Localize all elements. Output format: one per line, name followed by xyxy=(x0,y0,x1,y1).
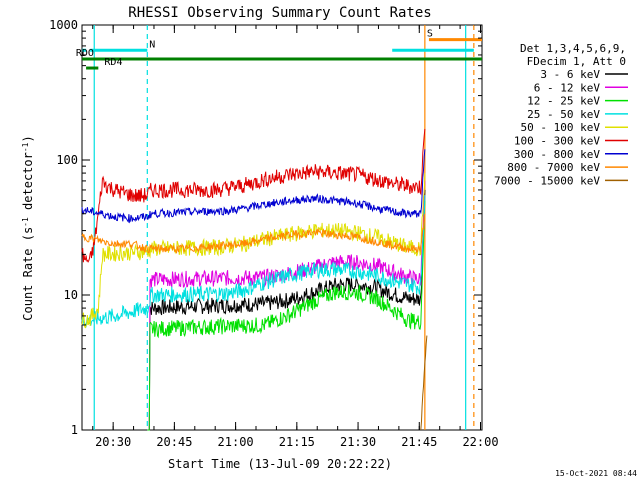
legend: Det 1,3,4,5,6,9,FDecim 1, Att 03 - 6 keV… xyxy=(494,42,628,187)
legend-label-4: 50 - 100 keV xyxy=(521,121,601,134)
y-tick-label: 1000 xyxy=(49,18,78,32)
x-tick-label: 21:30 xyxy=(340,435,376,449)
x-tick-label: 21:45 xyxy=(401,435,437,449)
plot-series: N S RDO RD4 xyxy=(76,25,482,431)
chart-title: RHESSI Observing Summary Count Rates xyxy=(128,5,431,21)
series-line-1 xyxy=(147,180,426,431)
legend-label-6: 300 - 800 keV xyxy=(514,148,600,161)
series-line-0 xyxy=(147,189,426,431)
legend-label-0: 3 - 6 keV xyxy=(540,68,600,81)
footer-timestamp: 15-Oct-2021 08:44 xyxy=(555,469,637,478)
legend-label-2: 12 - 25 keV xyxy=(527,95,600,108)
y-axis-label: Count Rate (s-1 detector-1) xyxy=(21,135,36,320)
x-tick-label: 20:45 xyxy=(156,435,192,449)
flag-label-saa: N xyxy=(149,39,155,50)
x-axis-label: Start Time (13-Jul-09 20:22:22) xyxy=(168,457,392,471)
legend-label-5: 100 - 300 keV xyxy=(514,135,600,148)
series-line-3 xyxy=(81,195,426,328)
y-tick-label: 10 xyxy=(64,288,78,302)
flag-label-rdo: RDO xyxy=(76,48,94,59)
y-tick-label: 100 xyxy=(56,153,78,167)
series-line-5 xyxy=(81,128,426,263)
axis-ticks: 1 10 100 1000 20:30 20:45 21:00 21:15 21:30 21:45… xyxy=(49,18,498,449)
legend-label-1: 6 - 12 keV xyxy=(534,81,601,94)
legend-header-line-0: Det 1,3,4,5,6,9, xyxy=(520,42,626,55)
x-tick-label: 22:00 xyxy=(462,435,498,449)
flag-label-att: S xyxy=(427,29,433,40)
flag-label-rd4: RD4 xyxy=(104,57,122,68)
series-line-6 xyxy=(81,149,426,224)
legend-header-line-1: FDecim 1, Att 0 xyxy=(527,55,626,68)
legend-label-3: 25 - 50 keV xyxy=(527,108,600,121)
plot-frame xyxy=(81,24,483,431)
x-tick-label: 21:00 xyxy=(218,435,254,449)
x-tick-label: 21:15 xyxy=(279,435,315,449)
legend-label-8: 7000 - 15000 keV xyxy=(494,174,600,187)
legend-label-7: 800 - 7000 keV xyxy=(507,161,600,174)
x-tick-label: 20:30 xyxy=(95,435,131,449)
series-line-8 xyxy=(420,335,428,431)
series-line-7 xyxy=(81,213,426,254)
series-line-2 xyxy=(147,200,426,431)
y-tick-label: 1 xyxy=(71,423,78,437)
